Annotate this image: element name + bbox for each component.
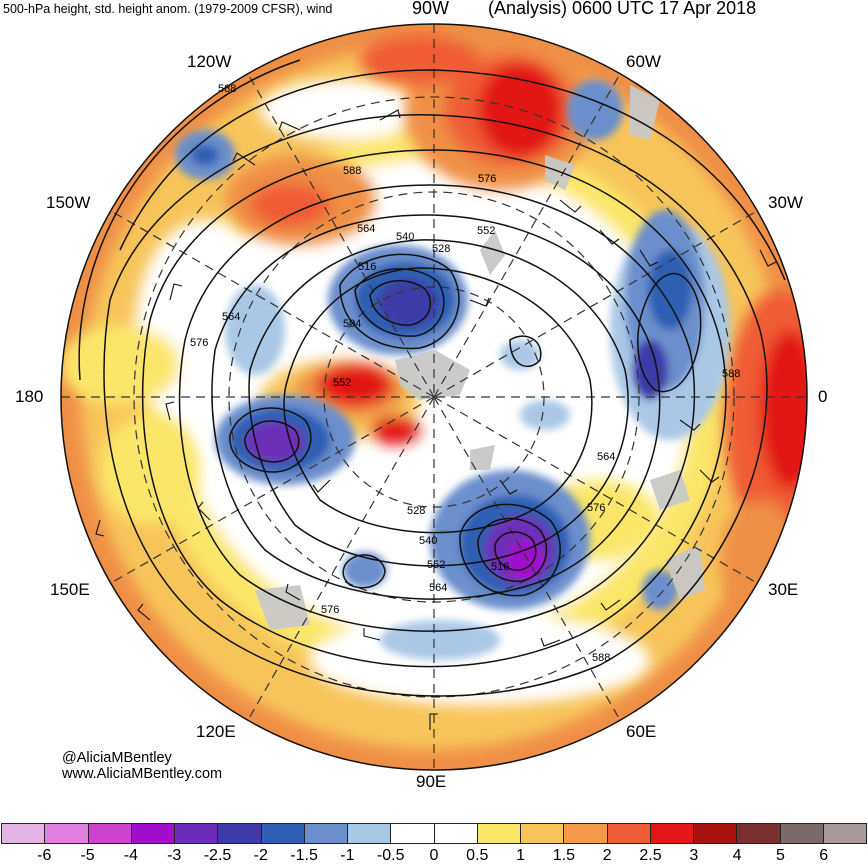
colorbar-tick-label: -1.5 [290,847,318,864]
colorbar-swatch [477,824,521,843]
contour-label: 552 [333,377,351,389]
contour-label: 516 [491,561,509,573]
wind-barbs [95,59,777,730]
colorbar-tick-label: -5 [80,847,95,864]
lon-label-120e: 120E [196,722,236,741]
contour-label: 528 [407,505,425,517]
colorbar-swatch [434,824,478,843]
colorbar-swatch [391,824,435,843]
map-boundary [60,23,808,771]
colorbar-swatch [564,824,608,843]
analysis-time-title: (Analysis) 0600 UTC 17 Apr 2018 [488,0,757,18]
colorbar-swatch [88,824,132,843]
lon-label-120w: 120W [187,52,232,71]
author-handle: @AliciaMBentley [62,750,172,766]
anomaly-shading [61,24,807,770]
colorbar-tick-label: 2 [602,847,612,864]
contour-labels: 588 588 576 564 540 528 552 516 504 552 … [190,83,740,664]
colorbar-swatch [45,824,89,843]
colorbar-tick-label: 0 [429,847,439,864]
lon-label-150w: 150W [46,193,91,212]
colorbar-swatch [261,824,305,843]
contour-label: 516 [358,261,376,273]
contour-label: 564 [429,582,447,594]
lon-label-150e: 150E [50,580,90,599]
colorbar-tick-label: -0.5 [376,847,405,864]
colorbar-swatch [304,824,348,843]
colorbar-swatch [2,824,46,843]
lon-label-30w: 30W [768,193,803,212]
top-longitude-label: 90W [412,0,450,18]
colorbar-tick-label: 6 [819,847,829,864]
contour-label: 564 [357,223,375,235]
contour-label: 588 [592,652,610,664]
contour-label: 564 [597,451,615,463]
colorbar-tick-label: -3 [167,847,182,864]
map-title: 500-hPa height, std. height anom. (1979-… [3,2,333,16]
contour-label: 540 [396,231,414,243]
contour-label: 588 [343,165,361,177]
colorbar-swatch [521,824,565,843]
anomaly-colorbar [1,823,867,844]
colorbar-swatch [131,824,175,843]
colorbar-swatch [694,824,738,843]
colorbar-tick-label: 0.5 [466,847,489,864]
author-website: www.AliciaMBentley.com [62,766,223,782]
contour-label: 576 [587,502,605,514]
contour-label: 576 [321,604,339,616]
contour-label: 564 [222,311,240,323]
lon-label-180: 180 [15,387,44,406]
colorbar-tick-label: 2.5 [639,847,662,864]
contour-label: 576 [190,337,208,349]
contour-label: 504 [343,318,361,330]
lon-label-30e: 30E [768,580,799,599]
colorbar-tick-label: 1 [516,847,526,864]
lon-label-90e: 90E [416,772,447,791]
graticule [61,24,807,770]
contour-label: 528 [432,243,450,255]
colorbar-tick-label: -4 [123,847,139,864]
contour-label: 588 [722,368,740,380]
contour-label: 552 [427,559,445,571]
colorbar-tick-label: -6 [37,847,52,864]
contour-label: 588 [218,83,236,95]
colorbar-tick-label: 5 [775,847,785,864]
lon-label-60e: 60E [626,722,657,741]
colorbar-swatch [218,824,262,843]
lon-label-0: 0 [818,387,828,406]
colorbar-tick-label: 3 [689,847,699,864]
colorbar-tick-label: -2 [253,847,268,864]
colorbar-swatch [780,824,824,843]
colorbar-tick-label: 1.5 [552,847,576,864]
contour-label: 552 [477,225,495,237]
colorbar-swatch [650,824,694,843]
contour-label: 576 [478,173,496,185]
colorbar-swatch [175,824,219,843]
colorbar-swatch [348,824,392,843]
lon-label-60w: 60W [626,52,661,71]
colorbar-swatch [607,824,651,843]
colorbar-tick-label: -2.5 [203,847,232,864]
contour-label: 540 [419,535,437,547]
height-contours [78,59,786,697]
colorbar-tick-label: -1 [340,847,355,864]
colorbar-swatch [737,824,781,843]
colorbar-swatch [823,824,866,843]
colorbar-tick-label: 4 [732,847,742,864]
